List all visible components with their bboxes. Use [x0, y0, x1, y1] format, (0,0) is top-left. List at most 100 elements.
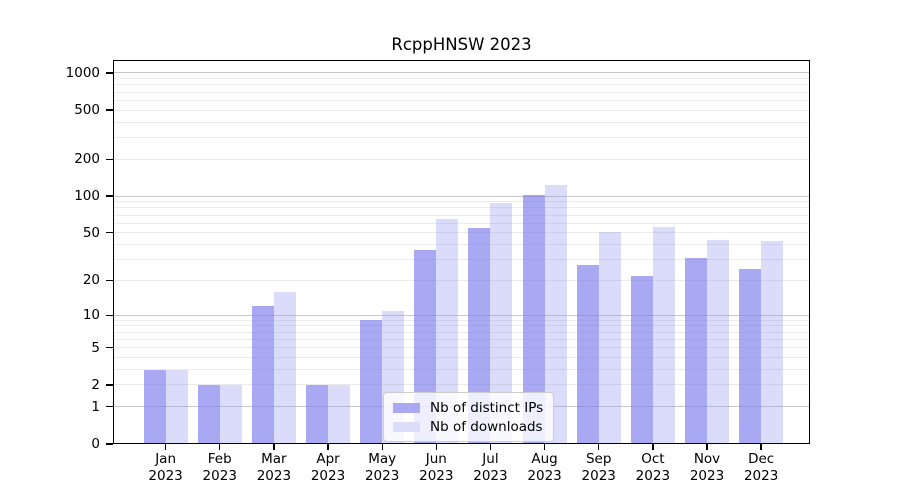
gridline-major	[113, 195, 810, 197]
gridline-minor	[113, 136, 810, 138]
x-tick-mark	[489, 444, 492, 450]
y-tick-mark	[106, 72, 113, 74]
x-tick-mark	[706, 444, 708, 450]
y-tick-mark	[106, 384, 113, 386]
x-tick-mark	[273, 444, 275, 450]
bar-downloads-jun	[436, 218, 459, 444]
gridline-minor	[113, 357, 810, 359]
gridline-minor	[113, 222, 810, 224]
y-tick-mark	[106, 109, 113, 111]
x-tick-label: Nov 2023	[689, 451, 725, 484]
x-tick-label: Jan 2023	[148, 451, 183, 484]
bar-ips-mar	[251, 306, 274, 444]
x-tick-label: May 2023	[364, 451, 400, 484]
y-tick-mark	[106, 195, 113, 197]
chart-title: RcppHNSW 2023	[391, 35, 532, 54]
gridline-minor	[113, 347, 810, 349]
y-tick-label: 5	[91, 339, 100, 356]
gridline-minor	[113, 338, 810, 340]
bar-downloads-aug	[544, 184, 567, 444]
plot-area	[113, 60, 810, 444]
bar-downloads-jul	[490, 202, 513, 444]
bar-downloads-nov	[707, 239, 729, 444]
gridline-minor	[113, 384, 810, 386]
gridline-minor	[113, 232, 810, 234]
bar-downloads-jan	[165, 369, 188, 444]
gridline-minor	[113, 201, 810, 203]
bar-downloads-feb	[219, 384, 242, 444]
bar-ips-apr	[306, 384, 329, 444]
gridline-minor	[113, 207, 810, 209]
gridline-minor	[113, 78, 810, 80]
y-tick-label: 20	[82, 272, 100, 289]
bar-ips-dec	[739, 269, 762, 444]
x-tick-label: Mar 2023	[256, 451, 292, 484]
bar-ips-sep	[576, 265, 599, 444]
bar-ips-aug	[522, 195, 545, 444]
y-tick-label: 1	[91, 398, 100, 415]
gridline-minor	[113, 109, 810, 111]
x-tick-mark	[543, 444, 546, 450]
legend-swatch-distinct-ips	[393, 402, 420, 413]
y-tick-label: 1000	[65, 64, 100, 81]
bar-ips-feb	[197, 384, 220, 444]
bar-ips-may	[360, 320, 383, 444]
x-tick-mark	[652, 444, 654, 450]
bar-downloads-oct	[652, 226, 675, 444]
bar-ips-jan	[143, 369, 166, 444]
gridline-minor	[113, 331, 810, 333]
y-tick-label: 0	[91, 436, 100, 452]
gridline-minor	[113, 99, 810, 101]
y-tick-mark	[106, 443, 113, 445]
bar-ips-nov	[685, 257, 707, 444]
legend-swatch-downloads	[393, 421, 420, 432]
gridline-minor	[113, 91, 810, 93]
gridline-minor	[113, 84, 810, 86]
bar-downloads-mar	[273, 291, 296, 444]
bar-downloads-apr	[328, 384, 351, 444]
x-tick-label: Jun 2023	[419, 451, 454, 484]
x-tick-mark	[760, 444, 762, 450]
bar-downloads-sep	[598, 231, 621, 444]
x-tick-label: Jul 2023	[473, 451, 508, 484]
gridline-minor	[113, 279, 810, 281]
y-tick-label: 10	[82, 307, 100, 324]
x-tick-mark	[381, 444, 383, 450]
y-tick-mark	[106, 158, 113, 160]
legend-label-distinct-ips: Nb of distinct IPs	[430, 399, 544, 416]
x-tick-mark	[435, 444, 437, 450]
legend-item-distinct-ips: Nb of distinct IPs	[393, 398, 543, 417]
gridline-minor	[113, 319, 810, 321]
y-tick-mark	[106, 347, 113, 349]
x-tick-mark	[598, 444, 600, 450]
legend-label-downloads: Nb of downloads	[430, 418, 543, 435]
gridline-minor	[113, 121, 810, 123]
x-tick-label: Dec 2023	[743, 451, 779, 484]
gridline-minor	[113, 214, 810, 216]
x-tick-label: Apr 2023	[310, 451, 346, 484]
y-tick-mark	[106, 232, 113, 234]
x-tick-label: Aug 2023	[527, 451, 562, 484]
y-tick-label: 500	[74, 102, 100, 119]
bar-ips-oct	[630, 275, 653, 444]
x-tick-mark	[219, 444, 221, 450]
y-tick-label: 2	[91, 376, 100, 393]
x-tick-label: Oct 2023	[635, 451, 671, 484]
gridline-major	[113, 72, 810, 74]
y-tick-mark	[106, 406, 113, 408]
x-tick-label: Sep 2023	[581, 451, 616, 484]
y-tick-label: 200	[74, 151, 100, 168]
bar-downloads-dec	[761, 240, 784, 444]
bar-ips-jul	[468, 227, 491, 444]
y-tick-label: 50	[82, 224, 100, 241]
gridline-minor	[113, 369, 810, 371]
gridline-minor	[113, 325, 810, 327]
legend-item-downloads: Nb of downloads	[393, 417, 543, 436]
x-tick-mark	[164, 444, 167, 450]
y-tick-label: 100	[74, 188, 100, 205]
y-tick-mark	[106, 314, 113, 316]
x-tick-label: Feb 2023	[202, 451, 237, 484]
legend: Nb of distinct IPs Nb of downloads	[383, 392, 555, 442]
x-tick-mark	[327, 444, 329, 450]
